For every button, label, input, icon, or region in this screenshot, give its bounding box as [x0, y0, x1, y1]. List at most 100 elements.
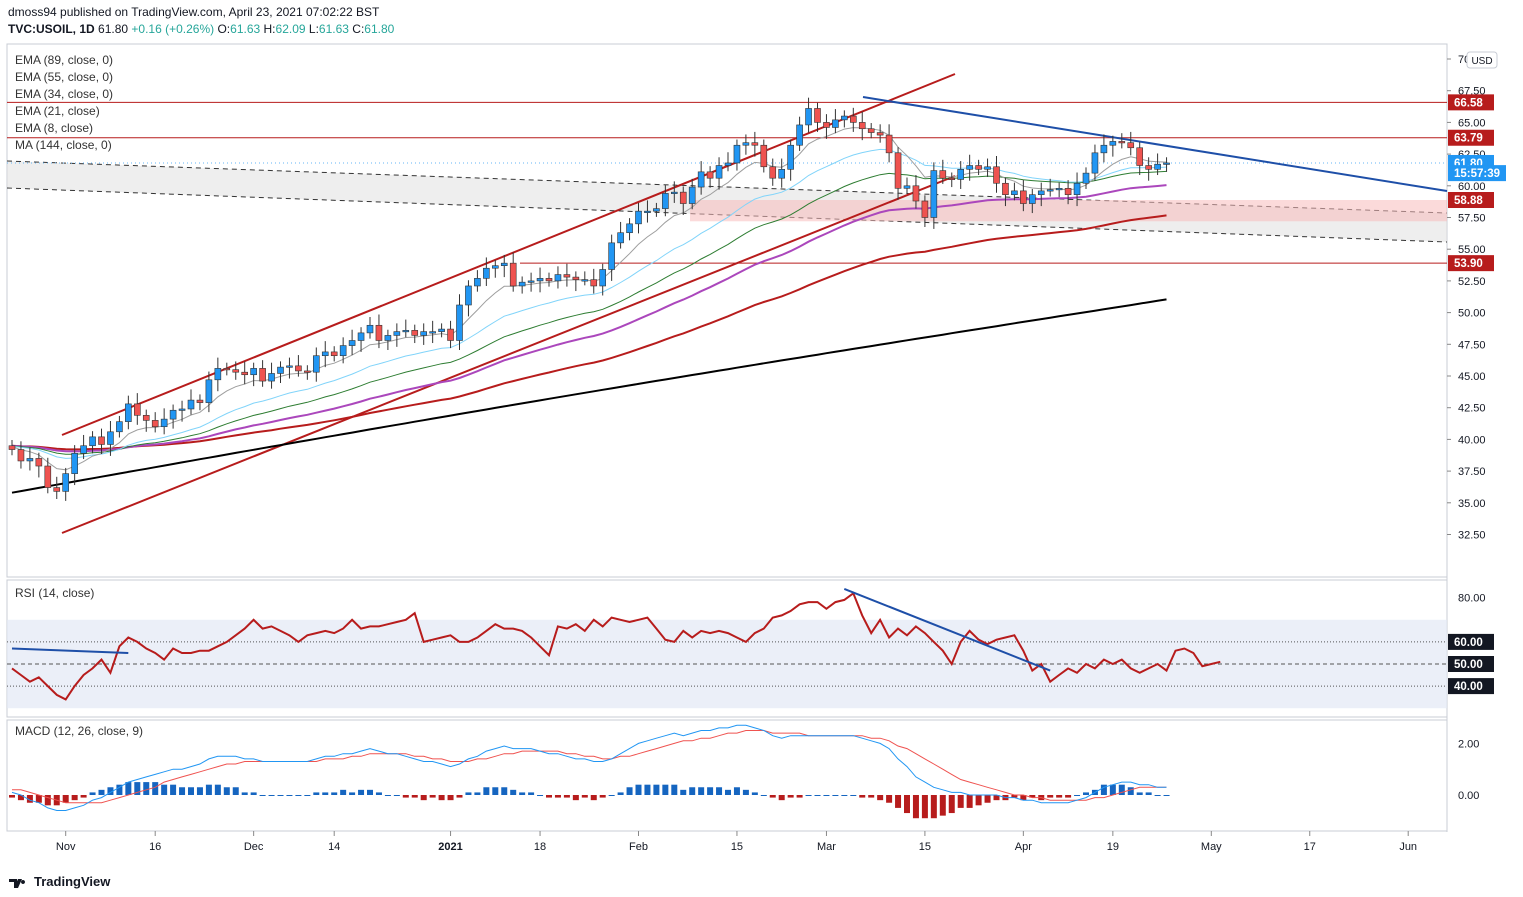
macd-histogram-bar: [805, 795, 812, 796]
macd-histogram-bar: [125, 782, 132, 795]
candle-body: [876, 132, 884, 136]
macd-histogram-bar: [438, 795, 445, 801]
macd-histogram-bar: [554, 795, 561, 798]
y-tick-label: 42.50: [1458, 403, 1486, 415]
macd-histogram-bar: [895, 795, 902, 808]
macd-histogram-bar: [1047, 795, 1054, 798]
candle-body: [527, 280, 535, 283]
candle-body: [447, 328, 454, 341]
candle-body: [1029, 194, 1036, 204]
candle-body: [35, 458, 43, 467]
macd-histogram-bar: [241, 792, 248, 795]
macd-histogram-bar: [223, 787, 230, 795]
candle-body: [957, 169, 965, 180]
legend-ema89[interactable]: EMA (89, close, 0): [15, 53, 114, 67]
tradingview-brand: TradingView: [34, 874, 111, 889]
candle-body: [295, 365, 302, 372]
candle-body: [44, 465, 52, 488]
currency-badge[interactable]: [1466, 51, 1498, 69]
macd-histogram-bar: [537, 795, 544, 796]
candle-body: [599, 269, 607, 287]
candle-body: [975, 165, 982, 170]
candle-body: [125, 403, 132, 422]
macd-histogram-bar: [1118, 784, 1125, 795]
candle-body: [590, 279, 598, 287]
macd-histogram-bar: [1154, 795, 1161, 796]
macd-histogram-bar: [80, 795, 87, 798]
y-tick-label: 52.50: [1458, 276, 1486, 288]
candle-body: [1020, 190, 1027, 204]
macd-histogram-bar: [1065, 795, 1072, 798]
y-tick-label: 60.00: [1458, 181, 1486, 193]
candle-body: [1037, 190, 1045, 195]
candle-body: [241, 371, 248, 376]
candle-body: [939, 170, 947, 179]
macd-histogram-bar: [44, 795, 51, 806]
candle-body: [348, 340, 356, 346]
low-value: 61.63: [318, 22, 349, 36]
legend-ema8[interactable]: EMA (8, close): [15, 121, 94, 135]
tradingview-footer[interactable]: TradingView: [8, 874, 110, 889]
candle-body: [948, 177, 956, 180]
legend-rsi[interactable]: RSI (14, close): [15, 586, 95, 600]
macd-histogram-bar: [1163, 795, 1170, 796]
publisher-line: dmoss94 published on TradingView.com, Ap…: [8, 5, 380, 19]
candle-body: [1002, 182, 1009, 195]
candle-body: [420, 331, 428, 336]
candle-body: [456, 304, 463, 341]
candle-body: [286, 365, 293, 368]
macd-histogram-bar: [1020, 795, 1027, 801]
price-pane-frame: [6, 43, 1448, 578]
macd-histogram-bar: [188, 787, 194, 795]
macd-histogram-bar: [420, 795, 427, 801]
legend-ma144[interactable]: MA (144, close, 0): [15, 138, 112, 152]
macd-histogram-bar: [635, 784, 642, 795]
candle-body: [26, 458, 34, 462]
open-label: O:: [217, 22, 231, 36]
x-tick-label: Nov: [56, 841, 76, 853]
candle-body: [1136, 147, 1143, 166]
macd-histogram-bar: [1056, 795, 1063, 798]
legend-macd[interactable]: MACD (12, 26, close, 9): [15, 724, 144, 738]
macd-y-tick-label: 0.00: [1458, 790, 1479, 802]
legend-ema21[interactable]: EMA (21, close): [15, 104, 100, 118]
candle-body: [867, 128, 875, 133]
y-tick-label: 40.00: [1458, 434, 1486, 446]
candle-body: [259, 368, 266, 382]
candle-body: [491, 265, 499, 269]
candle-body: [662, 193, 669, 209]
macd-histogram-bar: [868, 795, 875, 798]
candle-body: [1100, 144, 1108, 154]
macd-histogram-bar: [769, 795, 776, 798]
macd-pane-frame: [6, 719, 1448, 832]
y-tick-label: 65.00: [1458, 117, 1486, 129]
macd-histogram-bar: [250, 792, 257, 795]
candle-body: [832, 119, 839, 128]
candle-body: [1127, 142, 1135, 149]
macd-y-tick-label: 2.00: [1458, 738, 1479, 750]
candle-body: [1046, 189, 1054, 192]
candle-body: [304, 370, 311, 373]
macd-histogram-bar: [563, 795, 570, 798]
macd-histogram-bar: [474, 792, 481, 795]
candle-body: [151, 420, 159, 428]
ma144-line: [11, 298, 1167, 494]
macd-histogram-bar: [751, 792, 758, 795]
legend-ema34[interactable]: EMA (34, close, 0): [15, 87, 114, 101]
candle-body: [823, 122, 830, 128]
rsi-level-box: [1448, 633, 1494, 650]
rsi-level-box: [1448, 656, 1494, 672]
candle-body: [841, 115, 848, 121]
candle-body: [268, 373, 275, 382]
legend-ema55[interactable]: EMA (55, close, 0): [15, 70, 114, 84]
rsi-left-trendline: [11, 647, 129, 654]
macd-histogram-bar: [1136, 792, 1143, 795]
price-axis-label-box: [1448, 129, 1494, 146]
macd-histogram-bar: [26, 795, 33, 803]
rsi-level-label: 40.00: [1454, 681, 1483, 693]
candle-body: [805, 108, 812, 126]
candle-body: [912, 185, 920, 202]
macd-histogram-bar: [984, 795, 991, 803]
candle-body: [71, 453, 78, 474]
